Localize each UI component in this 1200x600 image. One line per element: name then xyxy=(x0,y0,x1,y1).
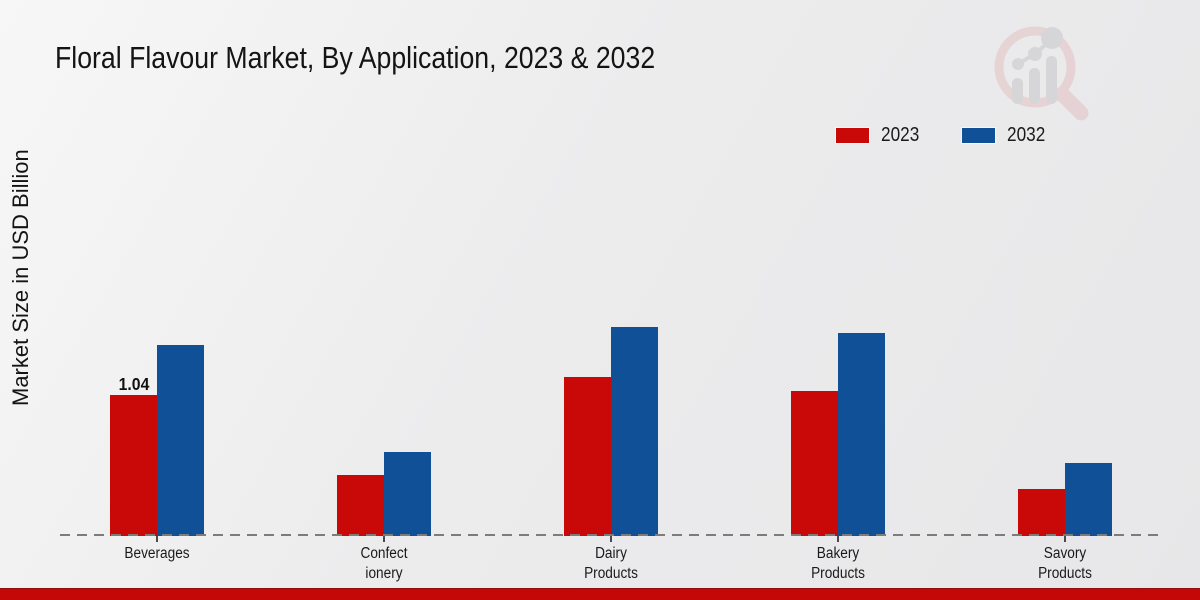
x-axis-label-bakery-products: Bakery Products xyxy=(810,545,865,582)
x-axis-label-savory-products: Savory Products xyxy=(1037,545,1092,582)
bar-2032-beverages xyxy=(157,345,204,536)
bar-value-label: 1.04 xyxy=(118,374,149,394)
legend-swatch-2032 xyxy=(961,128,995,143)
x-axis-tick xyxy=(836,536,839,542)
x-axis-tick xyxy=(1063,536,1066,542)
bar-2023-savory-products xyxy=(1017,489,1065,536)
watermark-logo-icon xyxy=(994,26,1089,121)
bar-2032-confectionery xyxy=(383,452,431,536)
legend-label: 2023 xyxy=(881,124,920,146)
legend: 2023 2032 xyxy=(836,124,1051,147)
chart-title: Floral Flavour Market, By Application, 2… xyxy=(55,40,656,75)
x-axis-label-beverages: Beverages xyxy=(124,545,190,562)
bar-2032-dairy-products xyxy=(610,327,658,536)
legend-item-2023: 2023 xyxy=(836,124,926,147)
bar-2032-bakery-products xyxy=(837,333,885,536)
legend-item-2032: 2032 xyxy=(961,124,1052,147)
bar-2023-bakery-products xyxy=(790,391,838,536)
x-axis-label-confectionery: Confect ionery xyxy=(360,545,408,582)
bar-2023-confectionery xyxy=(336,475,384,536)
legend-label: 2032 xyxy=(1006,124,1045,146)
bar-2023-beverages xyxy=(110,395,157,536)
bottom-accent-strip xyxy=(0,588,1200,600)
x-axis-baseline xyxy=(60,534,1160,536)
x-axis-tick xyxy=(609,536,612,542)
bar-2023-dairy-products xyxy=(563,377,611,536)
legend-swatch-2023 xyxy=(836,128,869,143)
x-axis-tick xyxy=(156,536,158,542)
x-axis-label-dairy-products: Dairy Products xyxy=(583,545,638,582)
bar-2032-savory-products xyxy=(1064,463,1112,536)
x-axis-tick xyxy=(382,536,385,542)
